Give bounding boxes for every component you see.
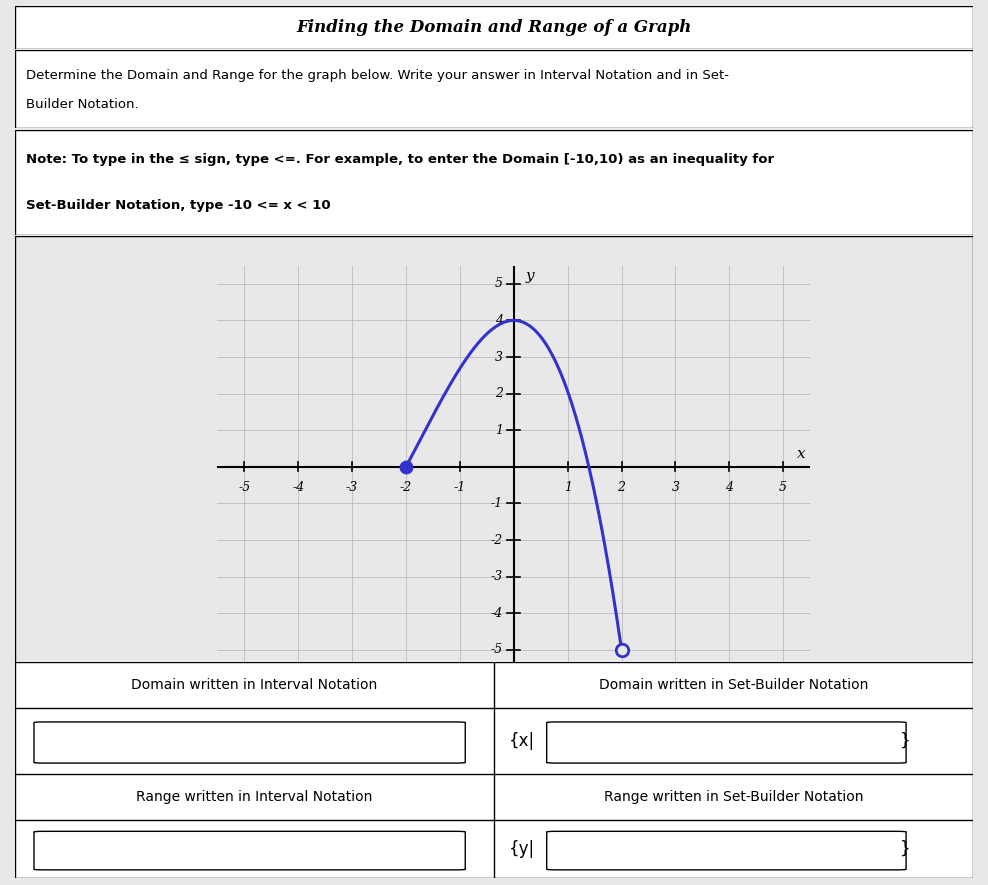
FancyBboxPatch shape <box>34 722 465 763</box>
FancyBboxPatch shape <box>15 708 973 774</box>
FancyBboxPatch shape <box>15 774 973 820</box>
Text: -4: -4 <box>292 481 304 495</box>
Text: -3: -3 <box>491 570 503 583</box>
Text: }: } <box>899 840 910 858</box>
FancyBboxPatch shape <box>15 662 973 708</box>
Text: 2: 2 <box>618 481 625 495</box>
Text: 4: 4 <box>725 481 733 495</box>
FancyBboxPatch shape <box>546 831 906 870</box>
Text: Determine the Domain and Range for the graph below. Write your answer in Interva: Determine the Domain and Range for the g… <box>27 69 729 82</box>
FancyBboxPatch shape <box>15 236 973 690</box>
Text: Note: To type in the ≤ sign, type <=. For example, to enter the Domain [-10,10) : Note: To type in the ≤ sign, type <=. Fo… <box>27 153 775 165</box>
Text: -4: -4 <box>491 607 503 619</box>
Text: 2: 2 <box>495 387 503 400</box>
Text: Domain written in Interval Notation: Domain written in Interval Notation <box>131 678 377 692</box>
Text: Range written in Set-Builder Notation: Range written in Set-Builder Notation <box>604 790 864 804</box>
Text: {x|: {x| <box>509 732 535 750</box>
Text: -5: -5 <box>491 643 503 657</box>
FancyBboxPatch shape <box>15 820 973 878</box>
Text: Range written in Interval Notation: Range written in Interval Notation <box>136 790 372 804</box>
Text: -2: -2 <box>491 534 503 547</box>
FancyBboxPatch shape <box>546 722 906 763</box>
Text: -5: -5 <box>238 481 250 495</box>
Text: {y|: {y| <box>509 840 535 858</box>
Text: 1: 1 <box>495 424 503 436</box>
FancyBboxPatch shape <box>15 50 973 128</box>
Text: Domain written in Set-Builder Notation: Domain written in Set-Builder Notation <box>599 678 868 692</box>
Text: -1: -1 <box>453 481 466 495</box>
Text: Set-Builder Notation, type -10 <= x < 10: Set-Builder Notation, type -10 <= x < 10 <box>27 199 331 212</box>
Text: 5: 5 <box>495 277 503 290</box>
Text: Builder Notation.: Builder Notation. <box>27 98 139 112</box>
Text: -2: -2 <box>400 481 412 495</box>
FancyBboxPatch shape <box>15 130 973 235</box>
Text: -1: -1 <box>491 497 503 510</box>
Text: y: y <box>526 269 535 283</box>
Text: 5: 5 <box>780 481 787 495</box>
Text: 4: 4 <box>495 314 503 327</box>
Text: Finding the Domain and Range of a Graph: Finding the Domain and Range of a Graph <box>296 19 692 36</box>
Text: -3: -3 <box>346 481 359 495</box>
Text: }: } <box>899 732 910 750</box>
Text: x: x <box>796 447 805 461</box>
FancyBboxPatch shape <box>34 831 465 870</box>
Text: 1: 1 <box>563 481 572 495</box>
FancyBboxPatch shape <box>15 6 973 49</box>
Text: 3: 3 <box>495 350 503 364</box>
Text: 3: 3 <box>672 481 680 495</box>
